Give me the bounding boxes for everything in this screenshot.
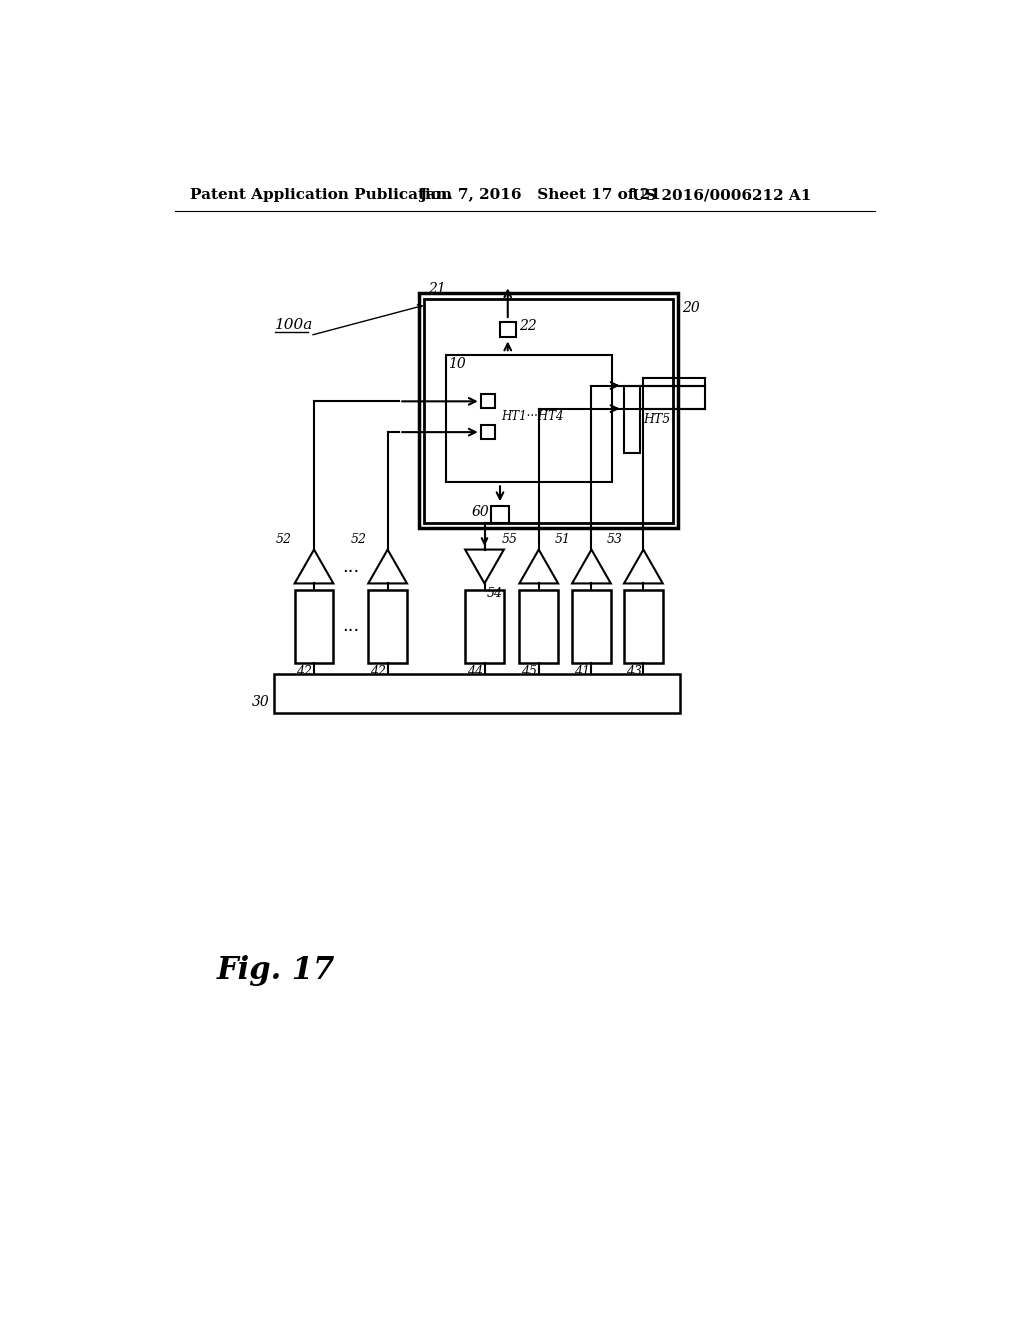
Bar bbox=[369, 590, 407, 663]
Bar bbox=[273, 675, 680, 713]
Bar bbox=[624, 385, 640, 453]
Text: 44: 44 bbox=[467, 665, 482, 678]
Bar bbox=[519, 590, 558, 663]
Bar bbox=[624, 590, 663, 663]
Text: 100a: 100a bbox=[275, 318, 313, 331]
Text: HT5: HT5 bbox=[643, 413, 671, 425]
Text: Patent Application Publication: Patent Application Publication bbox=[190, 189, 452, 202]
Text: US 2016/0006212 A1: US 2016/0006212 A1 bbox=[632, 189, 811, 202]
Text: 10: 10 bbox=[449, 358, 466, 371]
Text: 42: 42 bbox=[370, 665, 386, 678]
Bar bbox=[419, 293, 678, 528]
Text: Jan. 7, 2016   Sheet 17 of 21: Jan. 7, 2016 Sheet 17 of 21 bbox=[419, 189, 660, 202]
Bar bbox=[492, 506, 509, 523]
Bar bbox=[500, 322, 515, 337]
Text: ...: ... bbox=[342, 557, 359, 576]
Bar bbox=[445, 355, 612, 482]
Text: 42: 42 bbox=[296, 665, 312, 678]
Text: 53: 53 bbox=[606, 533, 623, 545]
Text: 55: 55 bbox=[502, 533, 518, 545]
Text: 52: 52 bbox=[350, 533, 367, 545]
Bar bbox=[295, 590, 334, 663]
Bar bbox=[465, 590, 504, 663]
Bar bbox=[572, 590, 611, 663]
Text: 43: 43 bbox=[626, 665, 642, 678]
Text: Fig. 17: Fig. 17 bbox=[217, 956, 336, 986]
Text: ...: ... bbox=[342, 618, 359, 635]
Text: 45: 45 bbox=[521, 665, 537, 678]
Bar bbox=[480, 395, 495, 408]
Text: 30: 30 bbox=[252, 694, 270, 709]
Text: HT1···HT4: HT1···HT4 bbox=[501, 411, 563, 424]
Text: 60: 60 bbox=[471, 504, 489, 519]
Text: 51: 51 bbox=[555, 533, 570, 545]
Text: 20: 20 bbox=[682, 301, 699, 315]
Text: 41: 41 bbox=[573, 665, 590, 678]
Text: 22: 22 bbox=[518, 319, 537, 333]
Text: 54: 54 bbox=[486, 587, 503, 601]
Bar bbox=[480, 425, 495, 440]
Text: 52: 52 bbox=[275, 533, 292, 545]
Bar bbox=[424, 298, 673, 523]
Text: 21: 21 bbox=[428, 282, 445, 296]
